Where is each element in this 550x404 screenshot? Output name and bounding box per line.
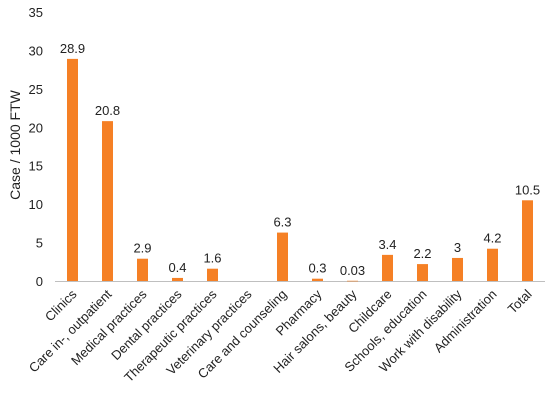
bar xyxy=(382,254,393,281)
bar xyxy=(102,121,113,281)
bar xyxy=(137,258,148,281)
data-label: 28.9 xyxy=(60,41,85,56)
data-label: 3.4 xyxy=(378,237,396,252)
bar xyxy=(67,58,78,281)
bar xyxy=(207,268,218,281)
data-label: 20.8 xyxy=(95,103,120,118)
y-tick-label: 0 xyxy=(36,274,43,289)
data-labels: 28.9 20.8 2.9 0.4 1.6 6.3 0.3 0.03 3.4 2.2 3 4.2 10.… xyxy=(60,41,540,278)
bars xyxy=(67,58,533,282)
bar xyxy=(452,257,463,281)
bar xyxy=(347,280,358,282)
data-label: 2.2 xyxy=(413,246,431,261)
y-tick-label: 20 xyxy=(29,120,43,135)
y-tick-label: 10 xyxy=(29,197,43,212)
data-label: 10.5 xyxy=(515,182,540,197)
x-tick-label: Administration xyxy=(431,287,500,356)
data-label: 0.4 xyxy=(168,260,186,275)
data-label: 2.9 xyxy=(133,241,151,256)
y-axis-label: Case / 1000 FTW xyxy=(7,89,23,199)
bar xyxy=(522,200,533,281)
data-label: 0.3 xyxy=(308,261,326,276)
y-axis-ticks: 0 5 10 15 20 25 30 35 xyxy=(29,5,43,289)
data-label: 1.6 xyxy=(203,251,221,266)
y-tick-label: 5 xyxy=(36,236,43,251)
data-label: 0.03 xyxy=(340,263,365,278)
bar xyxy=(277,232,288,281)
y-tick-label: 30 xyxy=(29,43,43,58)
y-tick-label: 35 xyxy=(29,5,43,20)
bar xyxy=(312,278,323,281)
x-tick-label: Total xyxy=(505,286,535,316)
data-label: 3 xyxy=(454,240,461,255)
data-label: 6.3 xyxy=(273,215,291,230)
data-label: 4.2 xyxy=(483,231,501,246)
y-tick-label: 15 xyxy=(29,159,43,174)
bar xyxy=(172,277,183,281)
bar xyxy=(417,264,428,281)
y-tick-label: 25 xyxy=(29,82,43,97)
bar xyxy=(487,248,498,281)
